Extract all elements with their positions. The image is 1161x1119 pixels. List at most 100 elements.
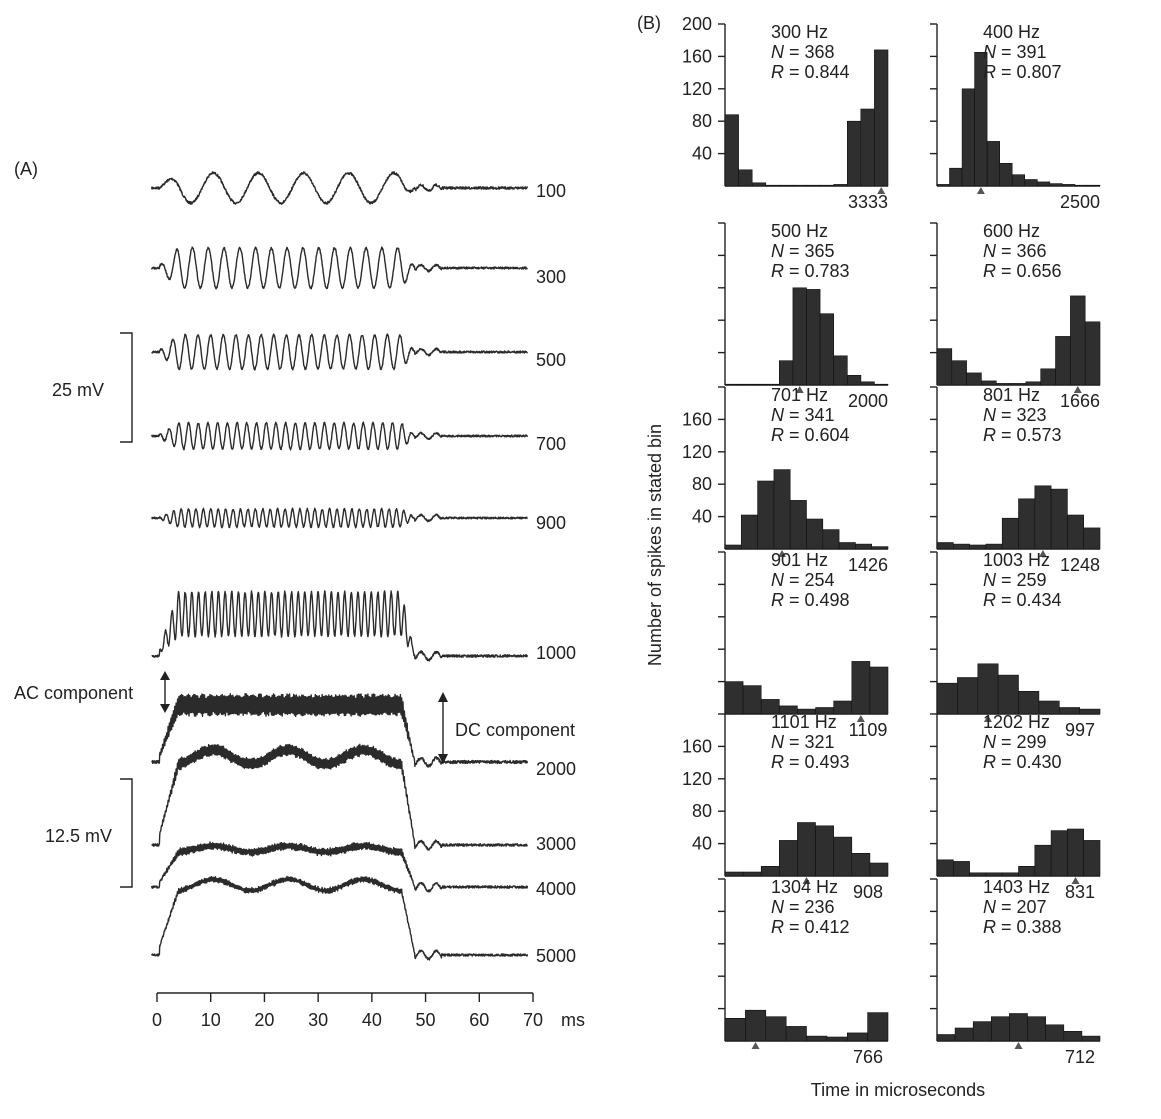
histogram-bar — [1018, 690, 1040, 715]
histogram-n-value: = 299 — [996, 732, 1047, 752]
histogram-bar — [986, 141, 1001, 187]
histogram-bar — [985, 543, 1003, 550]
histogram-bar — [1084, 321, 1101, 386]
histogram-bar — [789, 500, 807, 550]
frequency-label: 500 — [536, 350, 566, 370]
histogram-bar — [936, 184, 950, 187]
histogram-bar — [833, 355, 848, 386]
histogram-r-label: R = 0.807 — [983, 62, 1062, 82]
histogram-bar — [757, 480, 775, 550]
histogram-n-label: N = 299 — [983, 732, 1047, 752]
histogram-bar — [860, 381, 875, 386]
panel-a-label: (A) — [14, 159, 38, 179]
dc-component-label: DC component — [455, 720, 575, 740]
histogram-bar — [867, 1012, 889, 1042]
histogram-bar — [1062, 184, 1076, 187]
histogram-bar — [871, 546, 889, 550]
histogram-bar — [740, 514, 758, 550]
histogram-period-label: 1666 — [1060, 391, 1100, 411]
histogram-y-tick-label: 160 — [682, 736, 712, 756]
histogram-r-value: = 0.430 — [996, 752, 1062, 772]
histogram-bar — [1034, 485, 1052, 550]
histogram-bar — [1027, 1016, 1046, 1042]
histogram-r-label: R = 0.656 — [983, 261, 1062, 281]
histogram-r-value: = 0.656 — [996, 261, 1062, 281]
histogram-bar — [972, 1021, 992, 1042]
histogram-n-label: N = 321 — [771, 732, 835, 752]
phase-arrow-icon — [751, 1042, 760, 1049]
phase-arrow-icon — [1014, 1042, 1023, 1049]
histogram-y-tick-label: 80 — [692, 801, 712, 821]
histogram-period-label: 2000 — [848, 391, 888, 411]
histogram-period-label: 908 — [853, 882, 883, 902]
histogram-bar — [990, 1016, 1010, 1042]
histogram-bar — [778, 184, 794, 187]
histogram-frequency-label: 801 Hz — [983, 385, 1040, 405]
histogram-n-value: = 366 — [996, 241, 1047, 261]
histogram-bar — [869, 666, 889, 715]
histogram-frequency-label: 901 Hz — [771, 550, 828, 570]
histogram-frequency-label: 1202 Hz — [983, 712, 1050, 732]
histogram-bar — [1049, 183, 1063, 187]
histogram-r-value: = 0.434 — [996, 590, 1062, 610]
histogram-n-value: = 391 — [996, 42, 1047, 62]
histogram-bar — [985, 872, 1003, 877]
histogram-bar — [1018, 498, 1036, 550]
histogram-bar — [1050, 830, 1068, 877]
histogram-bar — [822, 529, 840, 550]
histogram-n-label: N = 323 — [983, 405, 1047, 425]
histogram-bar — [851, 661, 871, 715]
waveform-trace — [150, 246, 528, 290]
histogram-bar — [1087, 184, 1101, 187]
histogram-n-value: = 207 — [996, 897, 1047, 917]
histogram-bar — [1083, 527, 1101, 550]
histogram-r-label: R = 0.412 — [771, 917, 850, 937]
histogram-bar — [957, 677, 979, 715]
waveform-trace — [151, 333, 529, 371]
panel-b-label: (B) — [637, 13, 661, 33]
histogram-bar — [792, 184, 807, 187]
dc-arrow-icon — [438, 692, 448, 764]
histogram-period-label: 1109 — [849, 720, 888, 740]
histogram-frequency-label: 701 Hz — [771, 385, 828, 405]
histogram-r-label: R = 0.434 — [983, 590, 1062, 610]
histogram-bar — [792, 287, 807, 386]
histogram-bar — [860, 108, 875, 187]
histogram-y-tick-label: 80 — [692, 111, 712, 131]
histogram-bar — [1001, 517, 1019, 550]
histogram-bar — [815, 825, 834, 877]
histogram-bar — [806, 518, 824, 550]
histogram-bar — [936, 348, 953, 386]
histogram-bar — [846, 374, 862, 386]
histogram-bar — [773, 469, 791, 550]
histogram-bar — [1009, 1013, 1028, 1042]
phase-arrow-icon — [877, 187, 886, 194]
histogram-bar — [1070, 295, 1086, 386]
histogram-n-label: N = 366 — [983, 241, 1047, 261]
histogram-r-value: = 0.388 — [996, 917, 1062, 937]
scale-12-5mv-label: 12.5 mV — [45, 826, 112, 846]
phase-arrow-icon — [1071, 877, 1080, 884]
histogram-bar — [954, 1027, 974, 1042]
histogram-bar — [966, 372, 982, 386]
histogram-n-value: = 259 — [996, 570, 1047, 590]
histogram-period-label: 3333 — [848, 192, 888, 212]
histogram-y-tick-label: 120 — [682, 769, 712, 789]
histogram-x-axis-label: Time in microseconds — [811, 1080, 985, 1100]
time-tick-label: 50 — [416, 1010, 436, 1030]
time-tick-label: 40 — [362, 1010, 382, 1030]
frequency-label: 4000 — [536, 879, 576, 899]
histogram-bar — [936, 1034, 956, 1042]
histogram-bar — [742, 685, 762, 715]
histogram-bar — [1001, 872, 1019, 877]
histogram-bar — [969, 544, 987, 550]
histogram-bar — [936, 859, 954, 877]
histogram-period-label: 2500 — [1060, 192, 1100, 212]
histogram-bar — [1083, 840, 1101, 877]
histogram-bar — [785, 1026, 807, 1042]
histogram-frequency-label: 300 Hz — [771, 22, 828, 42]
histogram-bar — [819, 313, 834, 386]
